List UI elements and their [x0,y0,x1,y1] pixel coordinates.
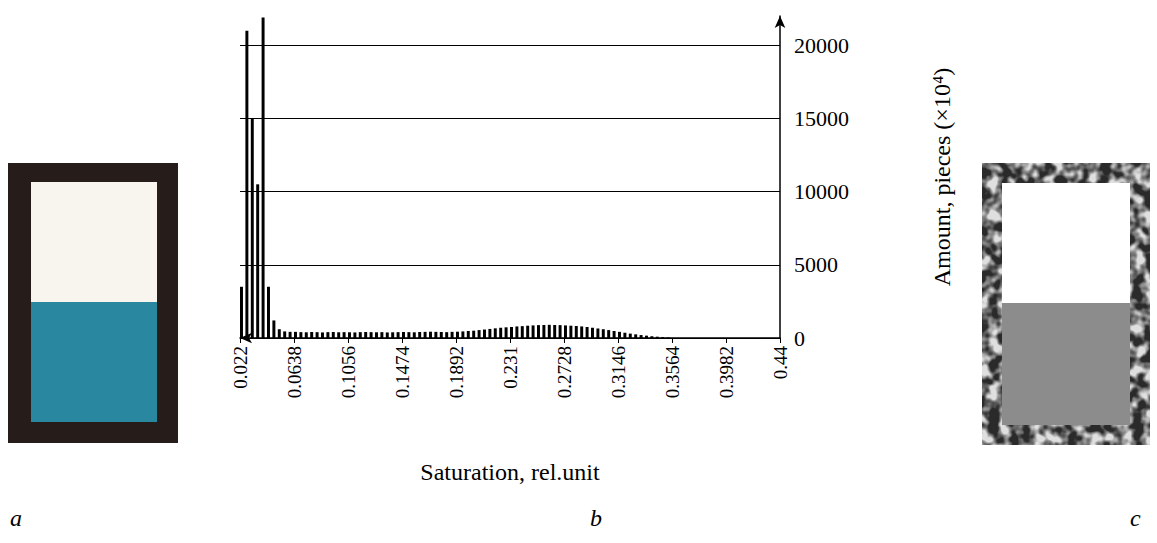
svg-text:0.2728: 0.2728 [554,346,575,398]
svg-text:Saturation, rel.unit: Saturation, rel.unit [420,459,600,485]
svg-text:0.231: 0.231 [500,346,521,389]
svg-text:15000: 15000 [794,106,849,131]
svg-text:10000: 10000 [794,179,849,204]
html-text:b: b [590,505,602,531]
svg-text:0.1892: 0.1892 [446,346,467,398]
svg-text:0.3564: 0.3564 [662,346,683,399]
html-text:c: c [1130,505,1141,531]
svg-text:0.3982: 0.3982 [716,346,737,398]
svg-text:0.022: 0.022 [230,346,251,389]
svg-text:0.1474: 0.1474 [392,346,413,399]
svg-text:0.44: 0.44 [770,346,791,380]
html-text:a: a [10,505,22,531]
svg-text:5000: 5000 [794,252,838,277]
svg-text:0.0638: 0.0638 [284,346,305,398]
svg-text:20000: 20000 [794,33,849,58]
svg-text:0: 0 [794,326,805,351]
svg-text:Amount, pieces (×10⁴): Amount, pieces (×10⁴) [929,68,955,287]
svg-text:0.3146: 0.3146 [608,346,629,398]
svg-text:0.1056: 0.1056 [338,346,359,398]
